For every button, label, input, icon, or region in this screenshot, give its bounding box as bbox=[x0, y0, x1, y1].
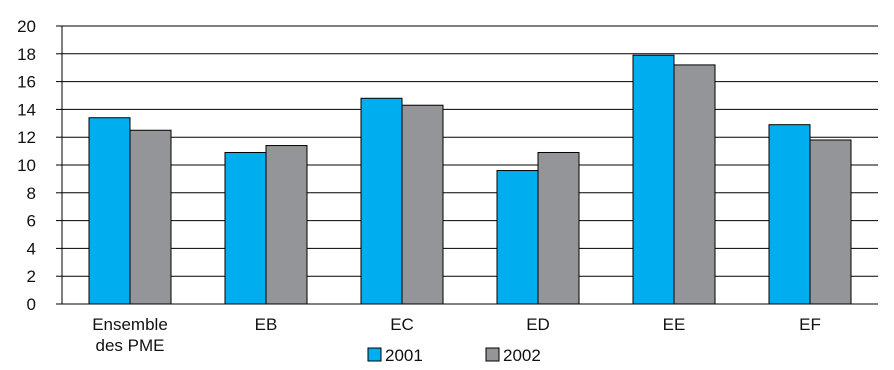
bars-group bbox=[88, 54, 852, 305]
y-tick-label: 8 bbox=[27, 184, 36, 203]
bar-2001-ensemble-des-pme bbox=[88, 117, 131, 305]
bar-2001-eb bbox=[224, 151, 267, 305]
x-tick-label: EE bbox=[663, 315, 686, 334]
x-tick-label-line: Ensemble bbox=[92, 315, 168, 334]
bar-2002-ef bbox=[809, 139, 852, 305]
x-tick-label: EF bbox=[799, 315, 821, 334]
axes bbox=[56, 25, 878, 305]
y-axis-tick-labels: 0 2 4 6 8 10 12 14 16 18 20 bbox=[17, 17, 36, 314]
x-tick-label-line: EB bbox=[255, 315, 278, 334]
y-tick-label: 4 bbox=[27, 239, 36, 258]
x-tick-label-line: EF bbox=[799, 315, 821, 334]
bar-2001-ed bbox=[496, 170, 539, 305]
x-tick-label-line: EC bbox=[390, 315, 414, 334]
x-tick-label: EB bbox=[255, 315, 278, 334]
legend: 2001 2002 bbox=[367, 346, 541, 365]
x-tick-label: ED bbox=[526, 315, 550, 334]
bar-2002-ec bbox=[401, 104, 444, 305]
legend-swatch-2002 bbox=[485, 347, 500, 362]
bar-2002-ee bbox=[673, 64, 716, 305]
x-tick-label-line: ED bbox=[526, 315, 550, 334]
legend-label-2001: 2001 bbox=[385, 346, 423, 365]
x-tick-label: EC bbox=[390, 315, 414, 334]
y-tick-label: 18 bbox=[17, 45, 36, 64]
bar-2002-ed bbox=[537, 151, 580, 305]
x-tick-label-line: EE bbox=[663, 315, 686, 334]
gridlines bbox=[62, 25, 878, 277]
bar-2001-ef bbox=[768, 124, 811, 305]
x-tick-label: Ensemble des PME bbox=[92, 315, 168, 355]
bar-2001-ee bbox=[632, 54, 675, 305]
bar-2002-eb bbox=[265, 145, 308, 305]
x-tick-label-line: des PME bbox=[96, 336, 165, 355]
y-tick-label: 20 bbox=[17, 17, 36, 36]
y-tick-label: 2 bbox=[27, 267, 36, 286]
y-tick-label: 12 bbox=[17, 128, 36, 147]
bar-2001-ec bbox=[360, 97, 403, 305]
y-tick-label: 0 bbox=[27, 295, 36, 314]
x-axis-tick-labels: Ensemble des PME EB EC ED EE EF bbox=[92, 315, 821, 355]
y-tick-label: 10 bbox=[17, 156, 36, 175]
y-tick-label: 14 bbox=[17, 100, 36, 119]
bar-2002-ensemble-des-pme bbox=[129, 129, 172, 305]
legend-swatch-2001 bbox=[367, 347, 382, 362]
y-tick-label: 6 bbox=[27, 212, 36, 231]
legend-label-2002: 2002 bbox=[503, 346, 541, 365]
y-tick-label: 16 bbox=[17, 73, 36, 92]
